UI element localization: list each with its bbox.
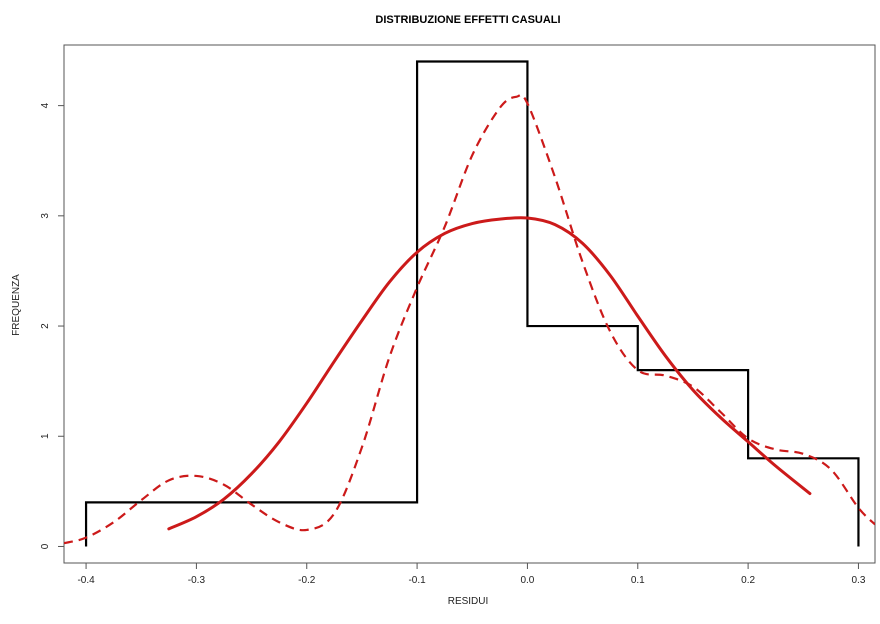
x-tick-label: 0.1: [631, 575, 645, 586]
x-axis-label: RESIDUI: [448, 596, 489, 607]
chart-title: DISTRIBUZIONE EFFETTI CASUALI: [375, 14, 560, 26]
x-tick-label: -0.3: [188, 575, 206, 586]
y-tick-label: 2: [40, 323, 51, 329]
x-tick-label: 0.0: [520, 575, 534, 586]
x-tick-label: 0.2: [741, 575, 755, 586]
plot-frame: [63, 44, 876, 564]
y-axis-label: FREQUENZA: [11, 274, 22, 336]
y-tick-label: 4: [40, 102, 51, 108]
x-tick-label: -0.4: [77, 575, 95, 586]
y-tick-label: 0: [40, 543, 51, 549]
density-curve-solid: [167, 216, 812, 531]
y-tick-label: 3: [40, 213, 51, 219]
plot-area: -0.4 -0.3 -0.2 -0.1 0.0 0.1 0.2 0.3 0 1 2 3 4: [40, 44, 876, 586]
density-curve-dashed: [64, 93, 875, 545]
x-tick-label: 0.3: [851, 575, 865, 586]
x-tick-label: -0.1: [408, 575, 426, 586]
y-tick-label: 1: [40, 433, 51, 439]
x-tick-label: -0.2: [298, 575, 316, 586]
histogram-outline: [84, 60, 860, 547]
